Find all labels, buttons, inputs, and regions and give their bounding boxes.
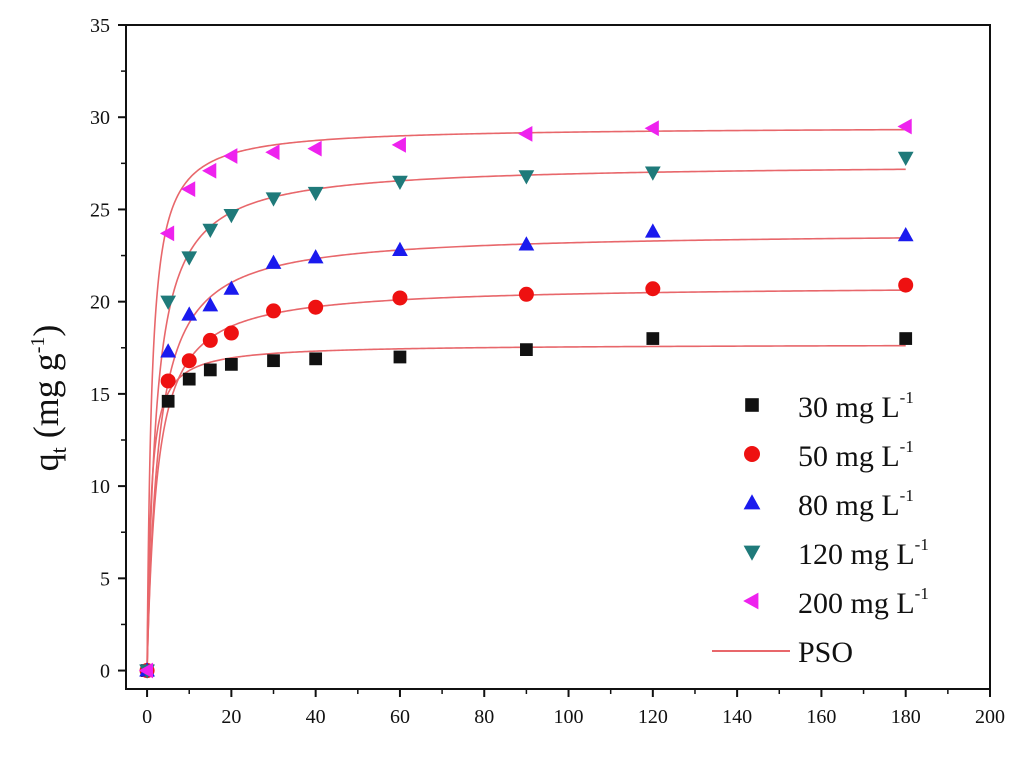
- y-tick-label: 20: [90, 292, 110, 314]
- y-tick-label: 15: [90, 384, 110, 406]
- data-point: [181, 306, 198, 321]
- data-point: [160, 295, 177, 310]
- legend-marker: [745, 398, 759, 412]
- y-tick-label: 0: [100, 661, 110, 683]
- data-point: [645, 281, 661, 297]
- data-point: [518, 170, 535, 185]
- data-point: [159, 225, 175, 242]
- data-point: [518, 125, 533, 142]
- data-point: [307, 249, 324, 264]
- data-point: [161, 394, 175, 408]
- data-point: [391, 137, 406, 153]
- x-tick-label: 200: [975, 706, 1005, 728]
- y-tick-label: 35: [90, 15, 110, 37]
- data-point: [182, 372, 196, 386]
- data-point: [224, 358, 238, 371]
- legend-label: PSO: [798, 636, 853, 669]
- x-tick-label: 140: [722, 706, 752, 728]
- x-tick-label: 40: [306, 706, 326, 728]
- plot-frame: [125, 24, 991, 690]
- data-point: [644, 166, 661, 181]
- data-point: [160, 373, 176, 389]
- data-point: [202, 162, 217, 179]
- fit-curve: [146, 237, 906, 671]
- data-point: [267, 354, 280, 368]
- data-point: [307, 140, 322, 157]
- x-tick-label: 60: [390, 706, 410, 728]
- data-point: [644, 223, 661, 238]
- legend-label: 200 mg L-1: [798, 584, 929, 620]
- legend: 30 mg L-1 50 mg L-1 80 mg L-1 120 mg L-1 200…: [712, 388, 929, 669]
- fit-curve: [146, 128, 906, 671]
- x-axis: 0 20 40 60 80 100 120 140 160 180 200: [142, 689, 1005, 728]
- data-point: [223, 325, 239, 341]
- y-axis: 0 5 10 15 20 25 30 35: [90, 15, 126, 683]
- data-point: [265, 254, 282, 269]
- data-point: [897, 227, 914, 242]
- y-tick-label: 10: [90, 476, 110, 498]
- legend-marker: [743, 592, 759, 610]
- legend-label: 120 mg L-1: [798, 535, 929, 571]
- data-point: [181, 251, 198, 266]
- x-tick-label: 100: [554, 706, 584, 728]
- svg-text:qt (mg g-1): qt (mg g-1): [26, 325, 71, 472]
- fit-curve: [146, 344, 906, 671]
- data-point: [223, 280, 240, 295]
- data-point: [518, 286, 534, 302]
- data-point: [392, 175, 408, 191]
- data-point: [202, 332, 218, 348]
- legend-label: 30 mg L-1: [798, 388, 914, 424]
- data-point: [265, 144, 280, 161]
- data-points: [138, 118, 914, 679]
- data-point: [138, 662, 154, 679]
- data-point: [180, 181, 196, 198]
- data-point: [520, 343, 533, 356]
- data-point: [392, 241, 408, 257]
- data-point: [223, 148, 238, 164]
- pso-fit-curves: [146, 128, 906, 671]
- data-point: [307, 186, 324, 202]
- x-tick-label: 80: [474, 706, 494, 728]
- data-point: [223, 208, 240, 224]
- legend-marker: [743, 545, 761, 561]
- data-point: [160, 343, 177, 358]
- x-tick-label: 0: [142, 706, 152, 728]
- y-tick-label: 5: [100, 568, 110, 590]
- y-axis-title: qt (mg g-1): [26, 325, 71, 472]
- data-point: [897, 151, 914, 167]
- data-point: [644, 120, 659, 137]
- legend-label: 50 mg L-1: [798, 437, 914, 473]
- x-tick-label: 160: [806, 706, 836, 728]
- data-point: [897, 118, 912, 135]
- x-tick-label: 180: [891, 706, 921, 728]
- x-tick-label: 120: [638, 706, 668, 728]
- data-point: [181, 353, 197, 369]
- data-point: [899, 332, 913, 345]
- data-point: [308, 299, 324, 315]
- data-point: [518, 236, 535, 251]
- data-point: [309, 352, 323, 366]
- x-tick-label: 20: [221, 706, 241, 728]
- legend-label: 80 mg L-1: [798, 486, 914, 522]
- legend-marker: [743, 494, 761, 510]
- legend-marker: [744, 446, 760, 462]
- data-point: [203, 363, 217, 377]
- data-point: [392, 290, 408, 306]
- data-point: [202, 223, 219, 238]
- data-point: [202, 297, 219, 312]
- data-point: [265, 192, 282, 207]
- data-point: [898, 277, 914, 293]
- data-point: [646, 332, 660, 345]
- data-point: [266, 303, 282, 319]
- y-tick-label: 30: [90, 107, 110, 129]
- y-tick-label: 25: [90, 199, 110, 221]
- data-point: [393, 350, 407, 364]
